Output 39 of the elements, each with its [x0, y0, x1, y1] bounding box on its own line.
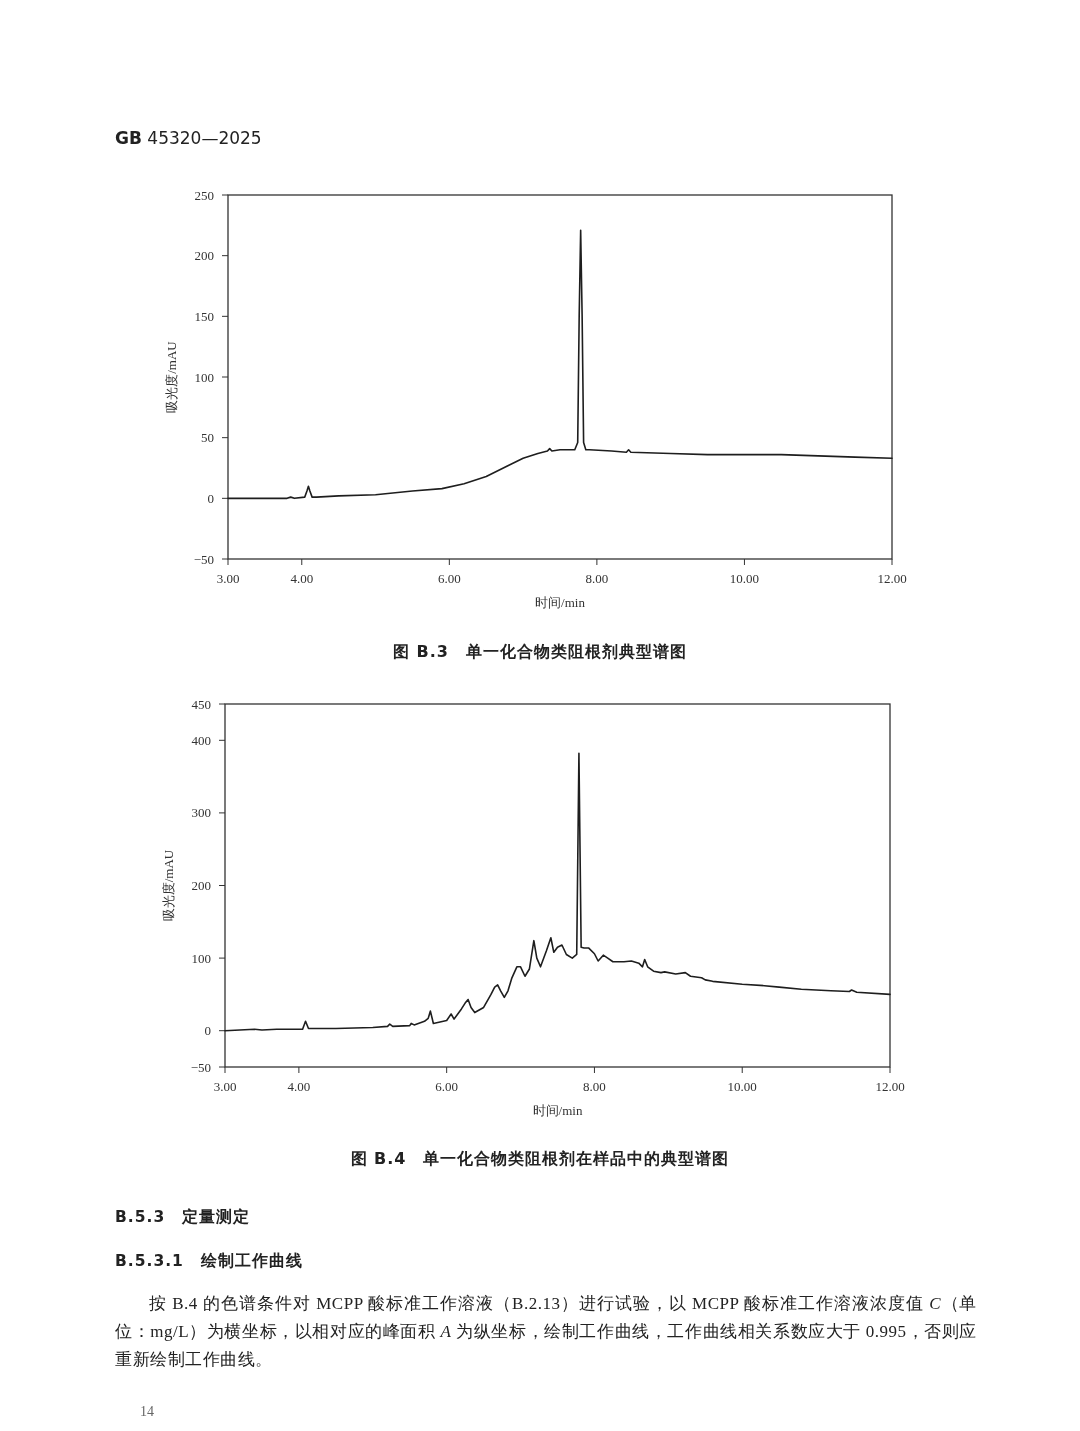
y-tick-label: 50 — [201, 430, 214, 446]
text: 按 B.4 的色谱条件对 MCPP 酸标准工作溶液（B.2.13）进行试验，以 MCPP 酸标准工作溶液浓度值 C（单位：mg/L）为横坐标，以相对应的峰面积 A 为纵坐标，绘制工作曲线，工作曲线相关系数应大于 0.995，否则应重新绘制工作曲线。 — [115, 1294, 977, 1369]
x-tick-label: 10.00 — [729, 571, 760, 586]
x-tick-label: 6.00 — [437, 571, 461, 586]
x-tick-label: 4.00 — [290, 571, 314, 586]
y-tick-label: 200 — [191, 878, 211, 893]
x-tick-label: 8.00 — [583, 1079, 606, 1094]
text: 图 B.4 单一化合物类阻根剂在样品中的典型谱图 — [349, 1149, 731, 1170]
x-axis-title: 时间/min — [532, 1103, 583, 1118]
y-tick-label: 450 — [191, 696, 211, 712]
line-series — [227, 229, 893, 500]
text: 14 — [140, 1404, 154, 1420]
y-axis-title: 吸光度/mAU — [161, 849, 176, 922]
x-tick-label: 12.00 — [875, 1079, 905, 1094]
y-tick-label: 0 — [204, 1023, 211, 1039]
y-tick-label: −50 — [190, 1059, 211, 1075]
y-tick-label: 100 — [191, 950, 211, 966]
line-series — [224, 752, 891, 1032]
x-tick-label: 8.00 — [585, 571, 609, 586]
y-tick-label: 250 — [194, 187, 214, 203]
y-tick-label: 400 — [191, 732, 211, 748]
y-tick-label: 300 — [191, 805, 211, 821]
y-tick-label: 100 — [194, 369, 214, 385]
x-tick-label: 12.00 — [877, 571, 907, 586]
x-axis-title: 时间/min — [535, 595, 586, 610]
y-axis-title: 吸光度/mAU — [164, 340, 179, 413]
x-tick-label: 6.00 — [435, 1079, 459, 1094]
y-tick-label: 150 — [194, 308, 214, 324]
x-tick-label: 3.00 — [213, 1079, 237, 1094]
x-tick-label: 3.00 — [216, 571, 240, 586]
y-tick-label: −50 — [193, 551, 214, 567]
text: GB 45320—2025 — [115, 128, 262, 148]
y-tick-label: 200 — [194, 248, 214, 264]
text: 图 B.3 单一化合物类阻根剂典型谱图 — [392, 642, 688, 663]
text: B.5.3.1 绘制工作曲线 — [115, 1251, 303, 1272]
x-tick-label: 4.00 — [287, 1079, 311, 1094]
x-tick-label: 10.00 — [727, 1079, 757, 1094]
text: B.5.3 定量测定 — [115, 1207, 251, 1228]
y-tick-label: 0 — [207, 490, 214, 506]
